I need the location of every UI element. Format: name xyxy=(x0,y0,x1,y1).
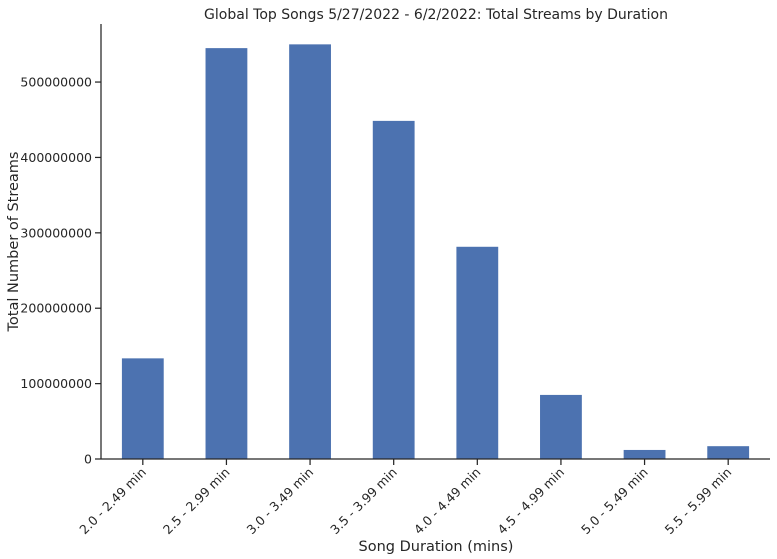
x-tick-label-6: 5.0 - 5.49 min xyxy=(578,465,651,538)
y-tick-label-2: 200000000 xyxy=(20,301,92,316)
y-tick-label-5: 500000000 xyxy=(20,75,92,90)
y-tick-label-4: 400000000 xyxy=(20,150,92,165)
x-tick-label-0: 2.0 - 2.49 min xyxy=(76,465,149,538)
bar-0 xyxy=(121,358,164,459)
bar-1 xyxy=(205,48,248,459)
y-tick-label-0: 0 xyxy=(84,452,92,467)
x-ticks-group: 2.0 - 2.49 min 2.5 - 2.99 min 3.0 - 3.49 m… xyxy=(76,459,734,537)
x-tick-label-4: 4.0 - 4.49 min xyxy=(411,465,484,538)
bar-6 xyxy=(623,449,666,459)
y-tick-label-3: 300000000 xyxy=(20,225,92,240)
x-axis-label: Song Duration (mins) xyxy=(359,539,514,555)
bar-7 xyxy=(707,446,750,459)
x-tick-label-3: 3.5 - 3.99 min xyxy=(327,465,400,538)
y-tick-label-1: 100000000 xyxy=(20,376,92,391)
bars-group xyxy=(121,44,750,459)
x-tick-label-5: 4.5 - 4.99 min xyxy=(494,465,567,538)
bar-3 xyxy=(372,120,415,459)
bar-4 xyxy=(456,246,499,459)
chart-title: Global Top Songs 5/27/2022 - 6/2/2022: T… xyxy=(204,7,668,23)
bar-5 xyxy=(540,394,582,459)
y-ticks-group: 0 100000000 200000000 300000000 400000000 500… xyxy=(20,75,101,467)
x-tick-label-7: 5.5 - 5.99 min xyxy=(662,465,735,538)
bar-2 xyxy=(289,44,331,459)
x-tick-label-2: 3.0 - 3.49 min xyxy=(244,465,317,538)
y-axis-label: Total Number of Streams xyxy=(6,152,22,333)
x-tick-label-1: 2.5 - 2.99 min xyxy=(160,465,233,538)
